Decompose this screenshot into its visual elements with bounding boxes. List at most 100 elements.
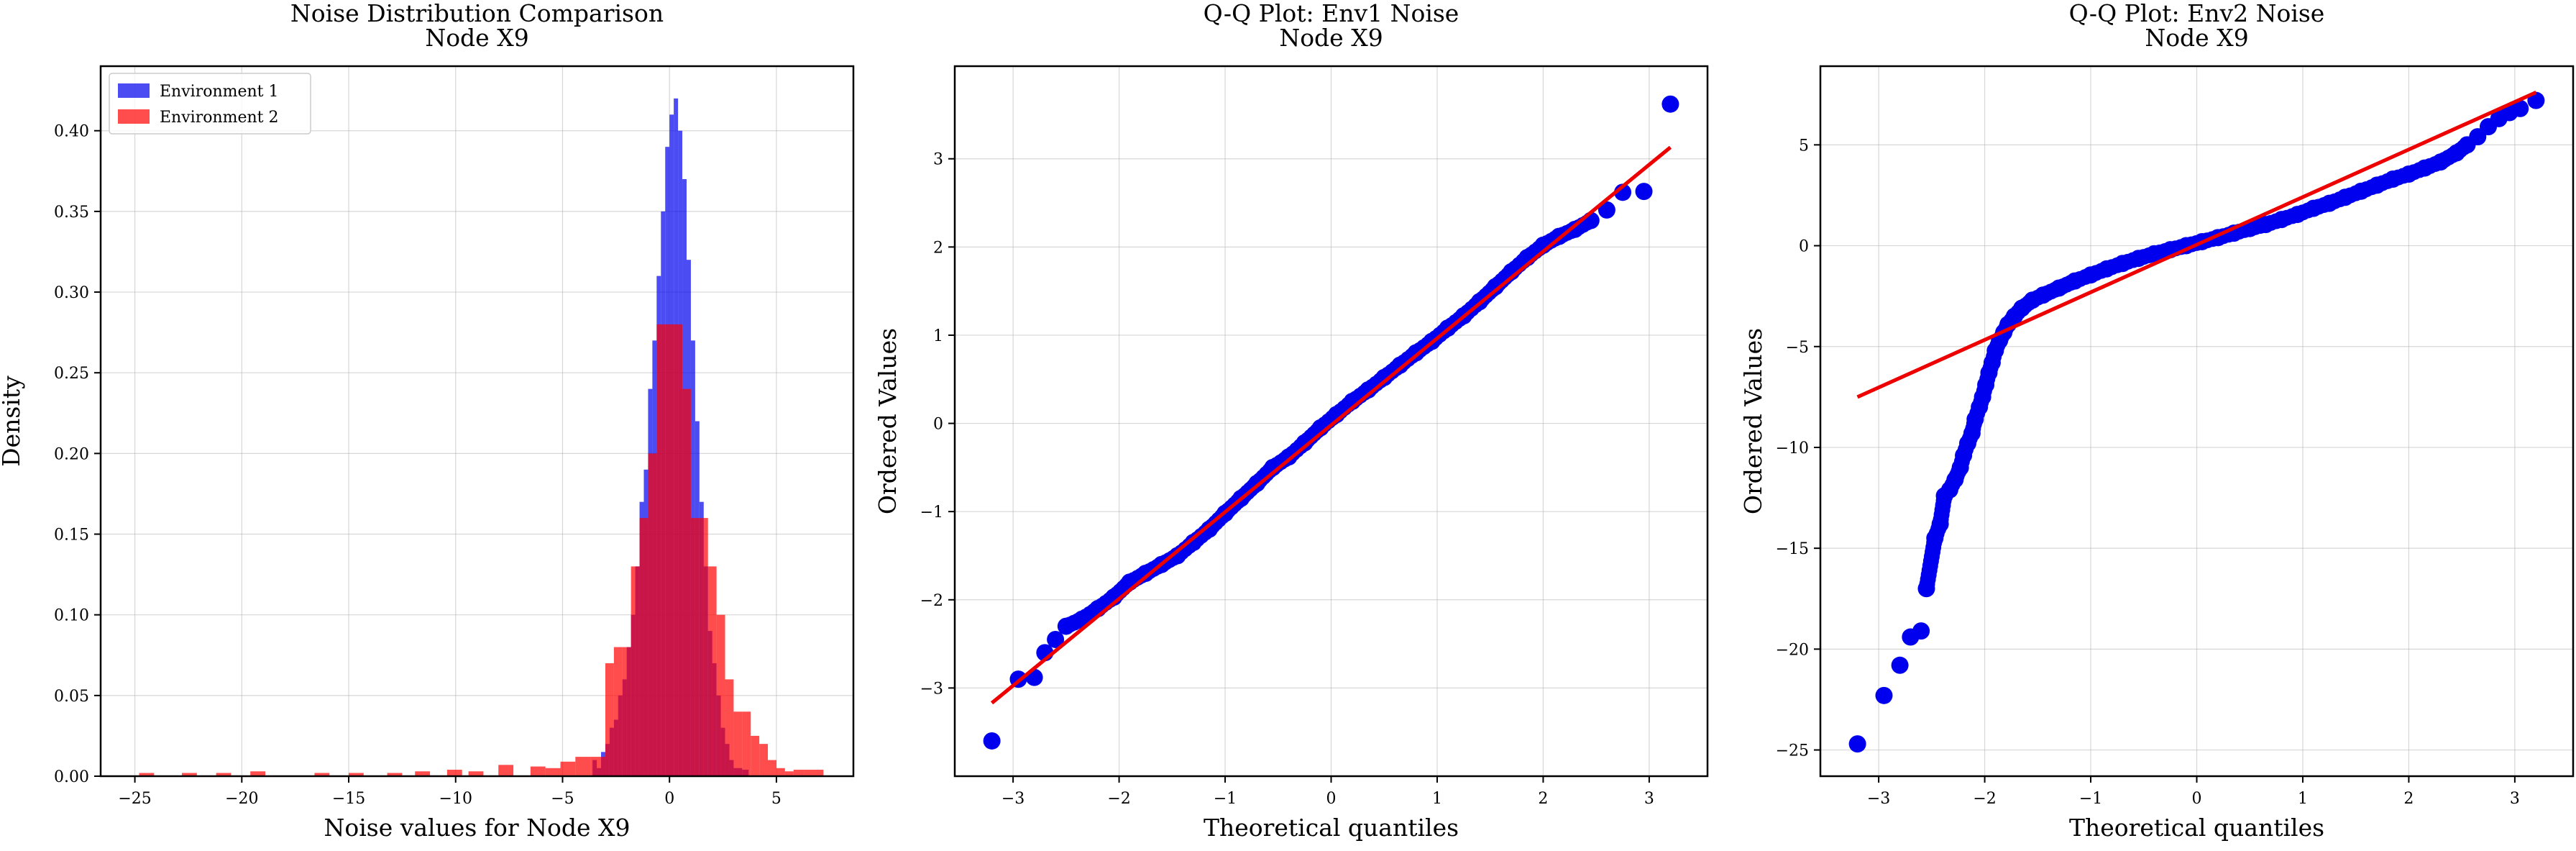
histogram-bar-env2 — [415, 771, 431, 776]
x-tick-label: −10 — [439, 790, 472, 808]
qq-point — [1360, 381, 1378, 399]
y-tick-label: 2 — [933, 239, 943, 257]
x-tick-label: 2 — [2403, 790, 2414, 808]
x-tick-label: 1 — [1432, 790, 1442, 808]
qq-point — [1375, 368, 1393, 386]
histogram-bar-env2 — [590, 757, 605, 776]
histogram-title-line1: Noise Distribution Comparison — [290, 0, 664, 27]
y-tick-label: 3 — [933, 151, 943, 169]
histogram-bar-env2 — [446, 770, 462, 776]
y-tick-label: −25 — [1776, 742, 1809, 760]
histogram-bar-env2 — [545, 768, 561, 776]
x-tick-label: −1 — [1214, 790, 1237, 808]
x-tick-label: −2 — [1973, 790, 1996, 808]
qq-env2-title-line2: Node X9 — [2145, 24, 2248, 52]
histogram-bar-env2 — [665, 324, 674, 777]
qq-point — [2257, 216, 2275, 234]
qq-point — [2368, 176, 2386, 194]
qq-env2-title-line1: Q-Q Plot: Env2 Noise — [2069, 0, 2325, 27]
qq-point — [1917, 580, 1935, 598]
histogram-bar-env2 — [648, 453, 657, 776]
histogram-bar-env2 — [716, 614, 725, 776]
y-tick-label: 1 — [933, 327, 943, 345]
qq-point — [2431, 153, 2449, 171]
x-tick-label: −20 — [225, 790, 258, 808]
y-tick-label: 0.10 — [54, 607, 89, 625]
y-tick-label: −10 — [1776, 440, 1809, 458]
x-tick-label: 0 — [664, 790, 674, 808]
histogram-bar-env2 — [605, 663, 614, 776]
qq-point — [1296, 434, 1314, 452]
y-tick-label: 5 — [1799, 137, 1809, 155]
legend: Environment 1 Environment 2 — [109, 73, 311, 135]
qq-point — [2098, 260, 2116, 278]
qq-fit-line-overlay — [991, 145, 1672, 705]
qq-env1-title-line2: Node X9 — [1279, 24, 1383, 52]
qq-point — [1635, 183, 1653, 201]
qq-fit-line-overlay — [1856, 91, 2537, 399]
x-tick-label: −2 — [1107, 790, 1130, 808]
y-tick-label: 0.00 — [54, 768, 89, 786]
histogram-bar-env2 — [793, 770, 805, 776]
histogram-bar-env2 — [530, 766, 546, 776]
histogram-title-line2: Node X9 — [425, 24, 528, 52]
x-tick-label: −5 — [551, 790, 574, 808]
x-tick-label: −3 — [1001, 790, 1025, 808]
qq-point — [2273, 211, 2291, 229]
histogram-bar-env2 — [733, 711, 743, 776]
histogram-bar-env2 — [639, 518, 648, 776]
x-tick-label: 3 — [1644, 790, 1654, 808]
histogram-bar-env2 — [182, 773, 197, 776]
qq-point — [2066, 272, 2084, 290]
histogram-bar-env2 — [250, 771, 266, 776]
histogram-bar-env2 — [682, 388, 691, 776]
histogram-bar-env2 — [707, 566, 717, 776]
qq-env2-xlabel: Theoretical quantiles — [2069, 814, 2324, 842]
y-tick-label: −1 — [920, 504, 943, 522]
histogram-panel: −25 −20 −15 −10 −5 0 5 0.00 0.05 0.10 0.15 0.20 0.25… — [0, 0, 855, 842]
qq-point — [1891, 656, 1909, 674]
x-tick-label: 5 — [771, 790, 781, 808]
x-tick-label: −15 — [332, 790, 365, 808]
y-tick-label: 0.30 — [54, 284, 89, 302]
x-tick-label: −25 — [118, 790, 151, 808]
y-tick-label: −20 — [1776, 641, 1809, 659]
qq-point — [1875, 686, 1893, 704]
qq-point — [2304, 199, 2322, 217]
histogram-bar-env2 — [742, 711, 751, 776]
y-tick-label: −5 — [1786, 339, 1809, 357]
histogram-bar-env2 — [314, 773, 330, 776]
histogram-bar-env2 — [575, 757, 591, 776]
qq-point — [1168, 547, 1186, 565]
histogram-bar-env2 — [560, 761, 576, 776]
qq-point — [1200, 520, 1218, 538]
qq-point — [1598, 201, 1615, 219]
y-tick-label: −3 — [920, 680, 943, 698]
qq-env1-xlabel: Theoretical quantiles — [1204, 814, 1459, 842]
histogram-bar-env2 — [468, 771, 484, 776]
histogram-bar-env2 — [139, 773, 155, 776]
histogram-bar-env2 — [804, 770, 824, 776]
legend-label: Environment 1 — [160, 83, 279, 101]
qq-point — [2511, 99, 2529, 117]
x-tick-label: 0 — [1326, 790, 1337, 808]
qq-env1-panel: −3 −2 −1 0 1 2 3 −3 −2 −1 0 1 2 3 Q-Q Plot: Env1 Nois… — [874, 0, 1709, 842]
qq-point — [1047, 630, 1065, 648]
x-tick-label: 3 — [2510, 790, 2520, 808]
histogram-bar-env2 — [498, 765, 514, 776]
y-tick-label: 0.35 — [54, 204, 89, 222]
qq-point — [1184, 534, 1202, 552]
qq-point — [2130, 250, 2148, 268]
y-tick-label: 0.05 — [54, 688, 89, 706]
qq-point — [1661, 95, 1679, 113]
qq-point — [2336, 188, 2354, 206]
histogram-bar-env2 — [387, 773, 403, 776]
qq-point — [1057, 617, 1075, 635]
histogram-bar-env2 — [699, 518, 708, 776]
qq-point — [1264, 458, 1282, 476]
qq-point — [2352, 182, 2370, 200]
x-tick-label: −3 — [1867, 790, 1890, 808]
x-tick-label: 1 — [2298, 790, 2308, 808]
x-tick-label: 0 — [2192, 790, 2202, 808]
histogram-bar-env2 — [631, 566, 640, 776]
